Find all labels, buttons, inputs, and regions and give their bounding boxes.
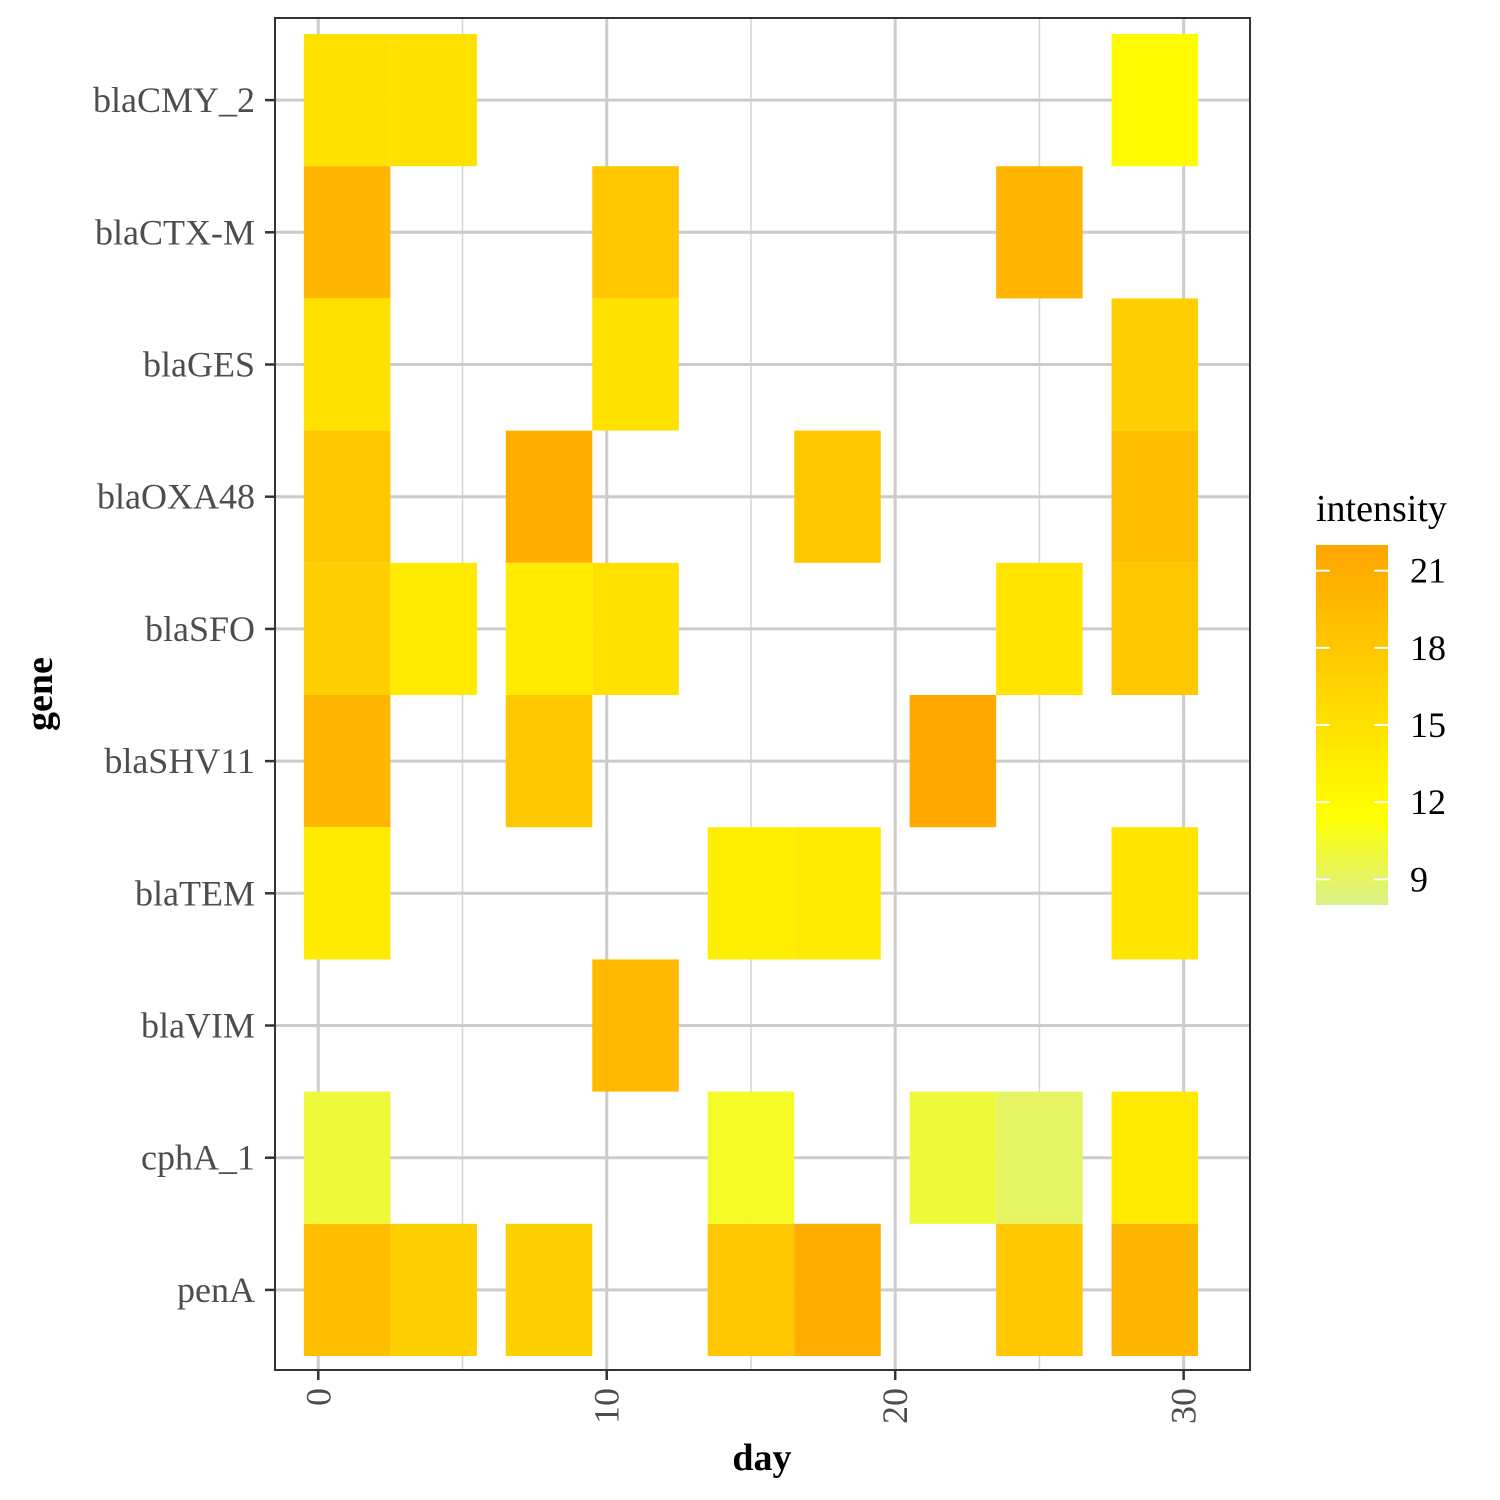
heatmap-tile [592, 959, 679, 1092]
legend-title: intensity [1316, 488, 1447, 530]
heatmap-tile [707, 1223, 795, 1356]
x-axis: 0 10 20 30 [298, 1370, 1204, 1424]
heatmap-tiles [303, 34, 1199, 1356]
heatmap-tile [505, 1223, 593, 1356]
heatmap-tile [303, 562, 391, 695]
heatmap-tile [303, 166, 391, 299]
y-tick-label: blaCMY_2 [93, 80, 255, 120]
y-tick-label: blaCTX-M [95, 212, 255, 252]
x-tick-label: 20 [875, 1388, 915, 1424]
heatmap-tile [1111, 430, 1199, 563]
heatmap-tile [303, 430, 391, 563]
y-tick-label: blaGES [143, 345, 255, 385]
heatmap-tile [592, 562, 679, 695]
x-axis-title: day [732, 1437, 791, 1479]
heatmap-tile [390, 562, 477, 695]
y-tick-label: cphA_1 [141, 1138, 255, 1178]
y-tick-label: blaSFO [145, 609, 255, 649]
heatmap-tile [390, 1223, 477, 1356]
heatmap-tile [303, 695, 391, 828]
y-tick-label: blaTEM [135, 873, 255, 913]
heatmap-tile [505, 430, 593, 563]
heatmap-tile [303, 298, 391, 431]
y-tick-label: blaOXA48 [97, 477, 255, 517]
heatmap-tile [707, 827, 795, 960]
heatmap-tile [505, 695, 593, 828]
legend-label: 9 [1410, 859, 1428, 899]
heatmap-tile [707, 1091, 795, 1224]
legend-label: 15 [1410, 705, 1446, 745]
x-tick-label: 10 [587, 1388, 627, 1424]
legend-ticks: 21 18 15 12 9 [1316, 551, 1446, 899]
heatmap-tile [1111, 1223, 1199, 1356]
heatmap-tile [794, 430, 881, 563]
heatmap-tile [1111, 1091, 1199, 1224]
heatmap-tile [794, 827, 881, 960]
heatmap-tile [505, 562, 593, 695]
x-tick-label: 0 [298, 1388, 338, 1406]
heatmap-tile [794, 1223, 881, 1356]
heatmap-tile [303, 1223, 391, 1356]
heatmap-tile [996, 1091, 1083, 1224]
heatmap-tile [996, 166, 1083, 299]
heatmap-tile [909, 1091, 997, 1224]
legend-label: 21 [1410, 551, 1446, 591]
legend-label: 18 [1410, 628, 1446, 668]
y-axis-title: gene [19, 657, 61, 731]
heatmap-tile [996, 562, 1083, 695]
heatmap-tile [303, 1091, 391, 1224]
heatmap-tile [1111, 34, 1199, 167]
heatmap-tile [303, 34, 391, 167]
x-tick-label: 30 [1164, 1388, 1204, 1424]
heatmap-tile [996, 1223, 1083, 1356]
heatmap-tile [1111, 827, 1199, 960]
y-tick-label: blaSHV11 [104, 741, 255, 781]
legend-label: 12 [1410, 782, 1446, 822]
heatmap-tile [390, 34, 477, 167]
heatmap-tile [303, 827, 391, 960]
y-tick-label: blaVIM [141, 1006, 255, 1046]
panel-border [274, 17, 1251, 1371]
color-legend: intensity 21 18 15 12 9 [1316, 488, 1447, 905]
heatmap-tile [1111, 298, 1199, 431]
heatmap-tile [592, 298, 679, 431]
y-axis: blaCMY_2 blaCTX-M blaGES blaOXA48 blaSFO blaS… [93, 80, 275, 1310]
y-tick-label: penA [177, 1270, 255, 1310]
heatmap-tile [592, 166, 679, 299]
heatmap-tile [909, 695, 997, 828]
heatmap-tile [1111, 562, 1199, 695]
